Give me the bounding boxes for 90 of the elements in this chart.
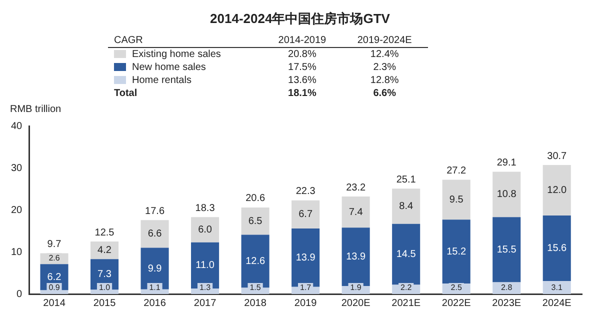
x-tick-label: 2023E xyxy=(492,298,522,309)
data-label: 12.0 xyxy=(547,185,568,196)
bar xyxy=(492,172,521,218)
bar xyxy=(542,165,571,216)
text: 12.4% xyxy=(369,48,400,61)
chart-title: 2014-2024年中国住房市场GTV xyxy=(209,10,391,28)
data-label: 12.6 xyxy=(246,256,266,267)
data-label: 3.1 xyxy=(551,283,563,292)
x-tick-label: 2022E xyxy=(442,298,472,309)
total-label: 25.1 xyxy=(396,174,416,186)
text: 2.3% xyxy=(372,61,397,74)
legend-label: Existing home sales xyxy=(131,48,222,61)
data-label: 13.9 xyxy=(296,252,316,264)
data-label: 1.3 xyxy=(199,283,212,292)
data-label: 2.5 xyxy=(450,283,462,292)
data-label: 6.7 xyxy=(298,209,313,220)
x-tick-label: 2016 xyxy=(144,298,166,309)
bar xyxy=(492,217,521,282)
x-tick-label: 2015 xyxy=(93,298,116,309)
data-label: 10.8 xyxy=(496,189,517,200)
text: 20.8% xyxy=(287,48,318,61)
y-axis-title: RMB trillion xyxy=(10,104,62,115)
bar xyxy=(392,224,420,285)
x-tick-label: 2014 xyxy=(43,298,66,309)
data-label: 11.0 xyxy=(196,260,215,272)
data-label: 6.2 xyxy=(47,272,62,283)
y-tick-label: 20 xyxy=(11,204,23,216)
total-label: 9.7 xyxy=(47,239,62,250)
text: 2014-2019 xyxy=(277,34,328,48)
bar xyxy=(191,217,220,242)
y-tick-label: 40 xyxy=(11,120,23,132)
bar xyxy=(442,220,470,284)
text: Total xyxy=(113,87,138,100)
total-label: 30.7 xyxy=(547,150,568,162)
bar xyxy=(241,207,270,235)
x-tick-label: 2021E xyxy=(392,298,421,309)
text: CAGR xyxy=(113,34,144,48)
legend-label: Home rentals xyxy=(131,74,192,87)
data-label: 9.9 xyxy=(148,263,162,274)
data-label: 7.4 xyxy=(348,206,364,218)
data-label: 7.3 xyxy=(98,269,112,280)
data-label: 1.0 xyxy=(98,283,111,292)
data-label: 0.9 xyxy=(48,283,60,292)
bar xyxy=(342,196,370,228)
total-label: 29.1 xyxy=(496,158,517,169)
text: 6.6% xyxy=(372,87,397,100)
total-label: 23.2 xyxy=(346,182,366,194)
data-label: 2.8 xyxy=(501,283,513,292)
data-label: 15.6 xyxy=(547,242,568,254)
data-label: 6.6 xyxy=(148,228,162,240)
total-label: 22.3 xyxy=(296,186,316,198)
data-label: 1.9 xyxy=(350,283,362,292)
x-tick-label: 2018 xyxy=(244,298,267,309)
data-label: 4.2 xyxy=(98,245,112,256)
data-label: 13.9 xyxy=(346,252,366,263)
x-tick-label: 2017 xyxy=(194,298,217,309)
y-tick-label: 0 xyxy=(16,288,23,300)
legend-label: New home sales xyxy=(131,61,207,74)
x-tick-label: 2020E xyxy=(341,298,371,309)
bar xyxy=(392,188,420,224)
total-label: 18.3 xyxy=(195,202,216,214)
data-label: 1.5 xyxy=(250,283,262,292)
y-tick-label: 30 xyxy=(11,162,23,174)
x-tick-label: 2019 xyxy=(294,298,318,309)
bar xyxy=(140,220,169,248)
bar xyxy=(90,242,119,260)
bar xyxy=(292,200,320,228)
data-label: 8.4 xyxy=(399,200,414,212)
x-tick-label: 2024E xyxy=(542,298,572,309)
data-label: 6.0 xyxy=(198,224,212,236)
data-label: 6.5 xyxy=(248,216,263,227)
text: 17.5% xyxy=(287,61,318,74)
bar xyxy=(542,215,571,281)
data-label: 2.2 xyxy=(400,283,412,292)
total-label: 12.5 xyxy=(94,227,115,238)
data-label: 15.5 xyxy=(496,244,517,256)
total-label: 17.6 xyxy=(145,206,165,217)
data-label: 2.6 xyxy=(48,253,60,262)
text: 2019-2024E xyxy=(356,34,413,48)
text: 18.1% xyxy=(287,87,318,100)
data-label: 14.5 xyxy=(396,249,416,260)
data-label: 15.2 xyxy=(446,246,467,258)
data-label: 1.1 xyxy=(149,283,161,292)
text: 12.8% xyxy=(369,74,400,87)
total-label: 20.6 xyxy=(246,193,266,204)
total-label: 27.2 xyxy=(446,166,467,177)
text: 13.6% xyxy=(287,74,318,87)
y-tick-label: 10 xyxy=(11,246,23,258)
bar xyxy=(442,180,470,220)
data-label: 9.5 xyxy=(449,194,464,206)
